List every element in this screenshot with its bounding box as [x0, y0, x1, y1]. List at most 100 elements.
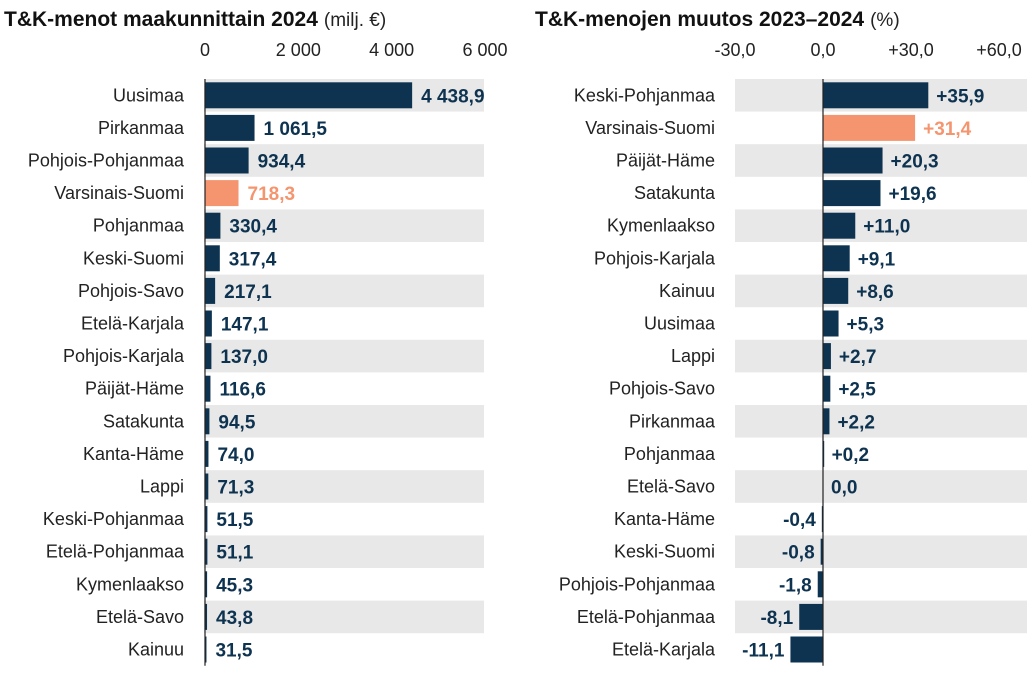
chart1-row-band	[204, 274, 484, 308]
chart2-row-band	[735, 339, 1027, 373]
chart1-category-label: Etelä-Savo	[96, 607, 184, 627]
chart1-value-label: 74,0	[217, 445, 254, 466]
chart1-value-label: 934,4	[258, 152, 306, 173]
chart2-value-label: -11,1	[742, 641, 785, 662]
chart2-category-label: Keski-Suomi	[614, 542, 715, 562]
chart1-category-label: Pohjois-Karjala	[63, 346, 185, 366]
chart1-bar	[205, 343, 212, 370]
chart2-bar	[823, 212, 856, 239]
chart1-bar	[205, 310, 212, 337]
chart1-row-band	[204, 339, 484, 373]
chart2-bar	[823, 245, 850, 272]
chart2-category-label: Etelä-Savo	[627, 477, 715, 497]
chart2-category-label: Pohjois-Karjala	[594, 248, 716, 268]
chart2-value-label: +5,3	[847, 315, 885, 336]
chart2-row-band	[735, 470, 1027, 503]
chart2-category-label: Satakunta	[634, 183, 716, 203]
chart1-value-label: 51,5	[216, 510, 253, 531]
chart1-value-label: 116,6	[219, 380, 266, 401]
chart1-tick-label: 2 000	[276, 40, 321, 60]
chart2-value-label: +19,6	[888, 184, 936, 205]
chart1-value-label: 317,4	[229, 249, 277, 270]
chart2-value-label: -0,8	[782, 543, 815, 564]
chart1-value-label: 137,0	[220, 347, 268, 368]
chart1-bar	[205, 440, 209, 467]
chart1-category-label: Kanta-Häme	[83, 444, 184, 464]
chart2-bar	[823, 408, 830, 435]
chart1-value-label: 45,3	[216, 575, 253, 596]
chart1-value-label: 94,5	[218, 412, 255, 433]
chart2-bar	[823, 375, 831, 402]
chart2-bar	[799, 603, 823, 630]
chart2-bar	[820, 538, 823, 565]
chart1-value-label: 147,1	[221, 315, 269, 336]
chart2-category-label: Päijät-Häme	[616, 151, 715, 171]
chart1-bar	[205, 636, 207, 663]
chart1-value-label: 31,5	[215, 641, 252, 662]
chart1-row-band	[204, 209, 484, 242]
chart1-value-label: 718,3	[248, 184, 296, 205]
chart1-bar	[205, 180, 239, 207]
chart1-row-band	[204, 144, 484, 177]
chart1-row-band	[204, 405, 484, 438]
chart1-row-band	[204, 600, 484, 634]
chart1-category-label: Päijät-Häme	[85, 379, 184, 399]
chart2-category-label: Pohjanmaa	[624, 444, 716, 464]
chart1-bar	[205, 571, 208, 598]
chart2-category-label: Uusimaa	[644, 314, 716, 334]
chart1-tick-label: 4 000	[369, 40, 414, 60]
chart1-value-label: 330,4	[229, 217, 277, 238]
chart2-bar	[823, 180, 881, 207]
chart1-category-label: Pohjois-Pohjanmaa	[28, 151, 185, 171]
chart2-bar	[823, 343, 831, 370]
chart2-tick-label: 0,0	[810, 40, 835, 60]
chart1-bar	[205, 538, 208, 565]
chart2-category-label: Lappi	[671, 346, 715, 366]
chart2-bar	[823, 82, 929, 109]
chart2-row-band	[735, 535, 1027, 568]
chart2-row-band	[735, 209, 1027, 242]
chart1-bar	[205, 114, 255, 141]
chart2-value-label: +2,7	[839, 347, 877, 368]
chart1-category-label: Pirkanmaa	[98, 118, 185, 138]
chart1-bar	[205, 408, 210, 435]
chart2-tick-label: -30,0	[714, 40, 755, 60]
chart2-value-label: +31,4	[923, 119, 972, 140]
chart1-category-label: Varsinais-Suomi	[54, 183, 184, 203]
chart1-row-band	[204, 470, 484, 503]
chart2-category-label: Pirkanmaa	[629, 411, 716, 431]
chart2-value-label: +9,1	[858, 249, 896, 270]
chart1-row-band	[204, 535, 484, 568]
chart2-category-label: Pohjois-Pohjanmaa	[559, 574, 716, 594]
chart2-tick-label: +30,0	[888, 40, 934, 60]
chart1-bar	[205, 82, 413, 109]
chart2-value-label: 0,0	[831, 478, 857, 499]
chart1-category-label: Keski-Pohjanmaa	[43, 509, 185, 529]
chart2-bar	[823, 147, 883, 174]
chart2-category-label: Kanta-Häme	[614, 509, 715, 529]
chart1-category-label: Lappi	[140, 477, 184, 497]
chart2-row-band	[735, 274, 1027, 308]
chart2-title: T&K-menojen muutos 2023–2024 (%)	[535, 8, 900, 31]
chart2-category-label: Keski-Pohjanmaa	[574, 85, 716, 105]
chart1-value-label: 71,3	[217, 478, 254, 499]
chart1-category-label: Satakunta	[103, 411, 185, 431]
chart1-bar	[205, 473, 209, 500]
chart1-category-label: Etelä-Karjala	[81, 314, 185, 334]
chart1-value-label: 51,1	[216, 543, 253, 564]
chart2-tick-label: +60,0	[976, 40, 1022, 60]
chart1-bar	[205, 506, 208, 533]
chart1-bar	[205, 212, 221, 239]
chart2-value-label: -8,1	[760, 608, 793, 629]
chart2-row-band	[735, 600, 1027, 634]
chart2-value-label: +2,2	[837, 412, 875, 433]
chart1-category-label: Uusimaa	[113, 85, 185, 105]
chart1-bar	[205, 147, 249, 174]
chart1-value-label: 217,1	[224, 282, 272, 303]
chart2-row-band	[735, 405, 1027, 438]
chart2-category-label: Varsinais-Suomi	[585, 118, 715, 138]
chart2-value-label: +2,5	[838, 380, 876, 401]
chart1-tick-label: 0	[200, 40, 210, 60]
